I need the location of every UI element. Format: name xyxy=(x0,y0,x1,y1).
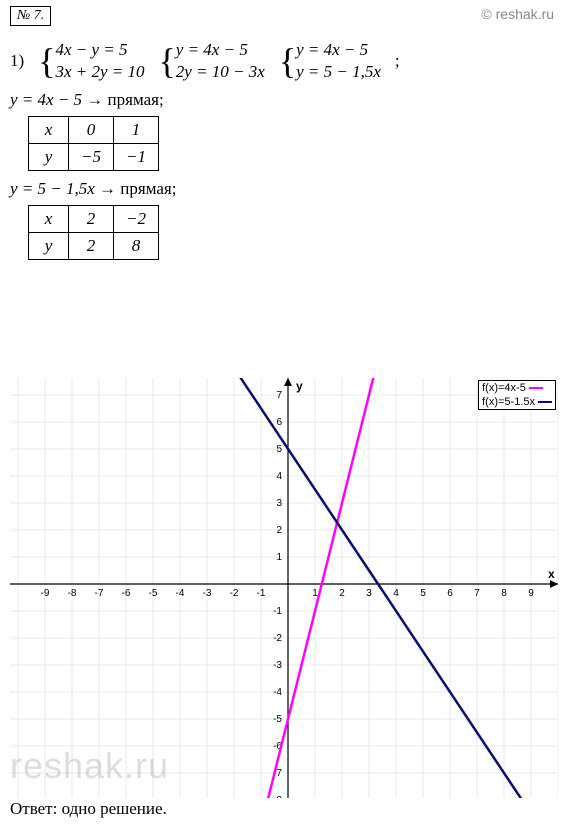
copyright: © reshak.ru xyxy=(481,6,554,22)
watermark: reshak.ru xyxy=(10,745,169,787)
brace-icon: { xyxy=(279,43,296,79)
svg-text:7: 7 xyxy=(276,390,282,401)
system-2: { y = 4x − 5 2y = 10 − 3x xyxy=(159,40,265,82)
table-cell: x xyxy=(29,206,69,233)
eq: y = 5 − 1,5x xyxy=(296,62,381,82)
svg-text:6: 6 xyxy=(447,588,453,599)
svg-text:-2: -2 xyxy=(273,633,282,644)
table-2: x2−2 y28 xyxy=(28,205,159,260)
svg-text:-3: -3 xyxy=(203,588,212,599)
svg-text:4: 4 xyxy=(393,588,399,599)
legend-swatch xyxy=(538,401,552,403)
svg-text:-9: -9 xyxy=(41,588,50,599)
header-label: № 7. xyxy=(17,8,44,23)
table-cell: 2 xyxy=(69,206,114,233)
answer: Ответ: одно решение. xyxy=(10,799,167,819)
legend-item: f(x)=4x-5 xyxy=(479,381,555,395)
table-cell: −5 xyxy=(69,144,114,171)
svg-text:2: 2 xyxy=(276,525,282,536)
svg-text:3: 3 xyxy=(366,588,372,599)
svg-text:-8: -8 xyxy=(273,795,282,798)
chart-legend: f(x)=4x-5 f(x)=5-1.5x xyxy=(478,380,556,410)
svg-text:1: 1 xyxy=(276,552,282,563)
svg-text:6: 6 xyxy=(276,417,282,428)
svg-text:-4: -4 xyxy=(273,687,282,698)
eq: 2y = 10 − 3x xyxy=(176,62,265,82)
svg-text:-3: -3 xyxy=(273,660,282,671)
table-cell: −2 xyxy=(114,206,159,233)
svg-text:-1: -1 xyxy=(273,606,282,617)
trailing-semicolon: ; xyxy=(395,51,400,71)
answer-text: одно решение. xyxy=(62,799,167,818)
legend-label: f(x)=5-1.5x xyxy=(482,396,535,408)
svg-text:5: 5 xyxy=(420,588,426,599)
legend-label: f(x)=4x-5 xyxy=(482,382,526,394)
equation-systems: 1) { 4x − y = 5 3x + 2y = 10 { y = 4x − … xyxy=(10,40,560,82)
svg-text:7: 7 xyxy=(474,588,480,599)
table-1: x01 y−5−1 xyxy=(28,116,159,171)
svg-text:-1: -1 xyxy=(257,588,266,599)
svg-text:y: y xyxy=(296,379,303,393)
line-eq2: y = 5 − 1,5x → прямая; xyxy=(10,179,560,199)
line-eq1: y = 4x − 5 → прямая; xyxy=(10,90,560,110)
table-cell: 0 xyxy=(69,117,114,144)
eq: 4x − y = 5 xyxy=(55,40,144,60)
svg-text:-5: -5 xyxy=(149,588,158,599)
svg-text:4: 4 xyxy=(276,471,282,482)
table-cell: y xyxy=(29,233,69,260)
svg-text:-4: -4 xyxy=(176,588,185,599)
content: 1) { 4x − y = 5 3x + 2y = 10 { y = 4x − … xyxy=(10,40,560,268)
svg-text:-2: -2 xyxy=(230,588,239,599)
eq: 3x + 2y = 10 xyxy=(55,62,144,82)
table-cell: 2 xyxy=(69,233,114,260)
system-3: { y = 4x − 5 y = 5 − 1,5x xyxy=(279,40,381,82)
answer-label: Ответ: xyxy=(10,799,62,818)
table-cell: y xyxy=(29,144,69,171)
table-cell: x xyxy=(29,117,69,144)
eq: y = 4x − 5 xyxy=(176,40,265,60)
eq: y = 4x − 5 xyxy=(296,40,381,60)
svg-text:-6: -6 xyxy=(122,588,131,599)
svg-text:9: 9 xyxy=(528,588,534,599)
legend-swatch xyxy=(529,387,543,389)
svg-text:3: 3 xyxy=(276,498,282,509)
table-cell: 8 xyxy=(114,233,159,260)
brace-icon: { xyxy=(159,43,176,79)
system-1: { 4x − y = 5 3x + 2y = 10 xyxy=(38,40,144,82)
svg-text:-7: -7 xyxy=(95,588,104,599)
svg-text:x: x xyxy=(548,567,555,581)
svg-text:-8: -8 xyxy=(68,588,77,599)
brace-icon: { xyxy=(38,43,55,79)
problem-number: 1) xyxy=(10,51,24,71)
legend-item: f(x)=5-1.5x xyxy=(479,395,555,409)
svg-text:-5: -5 xyxy=(273,714,282,725)
table-cell: 1 xyxy=(114,117,159,144)
table-cell: −1 xyxy=(114,144,159,171)
svg-text:8: 8 xyxy=(501,588,507,599)
chart: -9-8-7-6-5-4-3-2-1123456789-9-8-7-6-5-4-… xyxy=(10,378,558,798)
problem-header: № 7. xyxy=(10,6,51,26)
svg-text:2: 2 xyxy=(339,588,345,599)
svg-text:5: 5 xyxy=(276,444,282,455)
